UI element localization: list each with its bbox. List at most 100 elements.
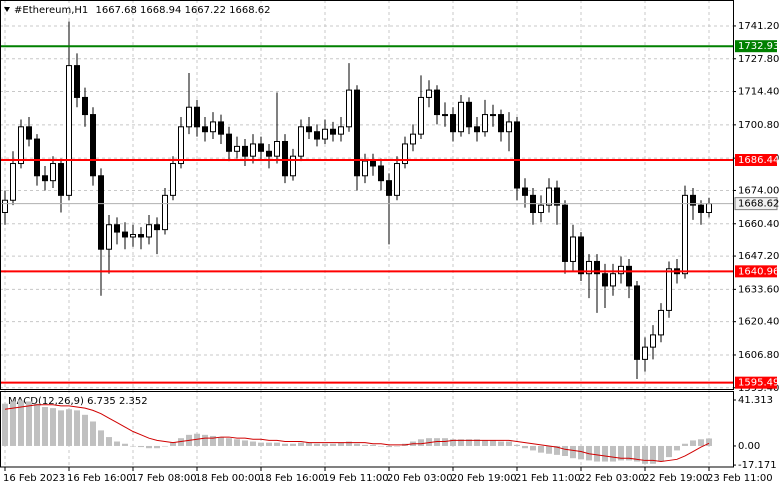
macd-bar	[554, 445, 560, 455]
candle-body	[298, 126, 304, 157]
level-label: 1732.93	[738, 41, 779, 52]
candle-body	[2, 199, 8, 213]
macd-bar	[354, 443, 360, 446]
macd-bar	[506, 441, 512, 446]
macd-bar	[18, 400, 24, 446]
macd-bar	[242, 440, 248, 446]
candle-body	[346, 89, 352, 128]
macd-bar	[178, 438, 184, 446]
symbol: #Ethereum,H1	[14, 5, 88, 16]
header-icon	[4, 7, 10, 12]
candle-body	[626, 265, 632, 287]
macd-bar	[562, 445, 568, 456]
macd-bar	[610, 445, 616, 462]
macd-bar	[82, 414, 88, 446]
candle-body	[354, 89, 360, 177]
macd-bar	[362, 444, 368, 446]
macd-bar	[698, 439, 704, 446]
macd-bar	[330, 443, 336, 446]
macd-bar	[298, 442, 304, 446]
candle-body	[634, 285, 640, 360]
candle-body	[378, 165, 384, 182]
macd-bar	[98, 430, 104, 446]
macd-bar	[674, 445, 680, 451]
signal-value: 2.352	[119, 396, 148, 407]
x-tick-label: 21 Feb 11:00	[515, 473, 581, 484]
macd-bar	[218, 437, 224, 446]
y-tick-label: 1633.60	[738, 284, 779, 295]
candle-body	[50, 163, 56, 182]
candle-body	[130, 234, 136, 238]
candle-body	[178, 126, 184, 165]
y-tick-label: 1620.40	[738, 317, 779, 328]
level-label: 1686.44	[738, 155, 779, 166]
macd-bar	[338, 442, 344, 446]
candle-body	[226, 133, 232, 152]
macd-bar	[290, 443, 296, 446]
candle-body	[170, 163, 176, 196]
x-tick-label: 17 Feb 08:00	[131, 473, 197, 484]
level-label-box	[735, 154, 777, 167]
candle-body	[26, 126, 32, 140]
macd-bar	[210, 435, 216, 446]
macd-bar	[258, 442, 264, 446]
candle-body	[58, 163, 64, 196]
candle-body	[682, 194, 688, 275]
candle-body	[642, 346, 648, 360]
level-label: 1595.49	[738, 378, 779, 389]
level-label-box	[735, 40, 777, 53]
candle-body	[98, 175, 104, 250]
macd-bar	[106, 437, 112, 446]
x-tick-label: 23 Feb 11:00	[707, 473, 773, 484]
candle-body	[650, 334, 656, 348]
macd-bar	[146, 445, 152, 449]
candle-body	[290, 155, 296, 177]
macd-bar	[42, 407, 48, 446]
macd-bar	[618, 445, 624, 461]
candle-body	[506, 121, 512, 133]
macd-bar	[690, 440, 696, 446]
level-label-box	[735, 265, 777, 278]
candle-body	[450, 114, 456, 133]
candle-body	[146, 224, 152, 238]
candle-body	[586, 260, 592, 275]
macd-bar	[514, 444, 520, 446]
x-tick-label: 22 Feb 03:00	[579, 473, 645, 484]
candle-body	[138, 234, 144, 238]
macd-bar	[2, 403, 8, 446]
candle-body	[314, 131, 320, 140]
macd-frame	[0, 391, 734, 468]
candle-body	[602, 273, 608, 287]
candle-body	[498, 114, 504, 133]
candle-body	[186, 106, 192, 128]
y-tick-label: 1741.20	[738, 21, 779, 32]
candle-body	[266, 150, 272, 157]
x-tick-label: 16 Feb 2023	[3, 473, 65, 484]
macd-bar	[162, 445, 168, 447]
candle-body	[386, 180, 392, 196]
macd-bar	[10, 401, 16, 446]
macd-bar	[58, 410, 64, 446]
macd-bar	[530, 445, 536, 451]
candle-body	[426, 89, 432, 98]
macd-bar	[682, 443, 688, 446]
macd-bar	[202, 434, 208, 446]
macd-bar	[154, 445, 160, 449]
candle-body	[202, 126, 208, 133]
macd-bar	[386, 445, 392, 448]
macd-bar	[434, 438, 440, 446]
macd-bar	[442, 438, 448, 446]
signal-line	[4, 404, 710, 463]
x-tick-label: 19 Feb 11:00	[323, 473, 389, 484]
candle-body	[258, 143, 264, 152]
candle-body	[338, 126, 344, 135]
macd-bar	[378, 445, 384, 447]
macd-bar	[370, 444, 376, 446]
candle-body	[418, 96, 424, 135]
candle-body	[554, 187, 560, 206]
candle-body	[658, 309, 664, 336]
macd-bar	[346, 441, 352, 446]
candle-body	[370, 160, 376, 167]
candle-body	[618, 265, 624, 275]
macd-bar	[706, 438, 712, 446]
